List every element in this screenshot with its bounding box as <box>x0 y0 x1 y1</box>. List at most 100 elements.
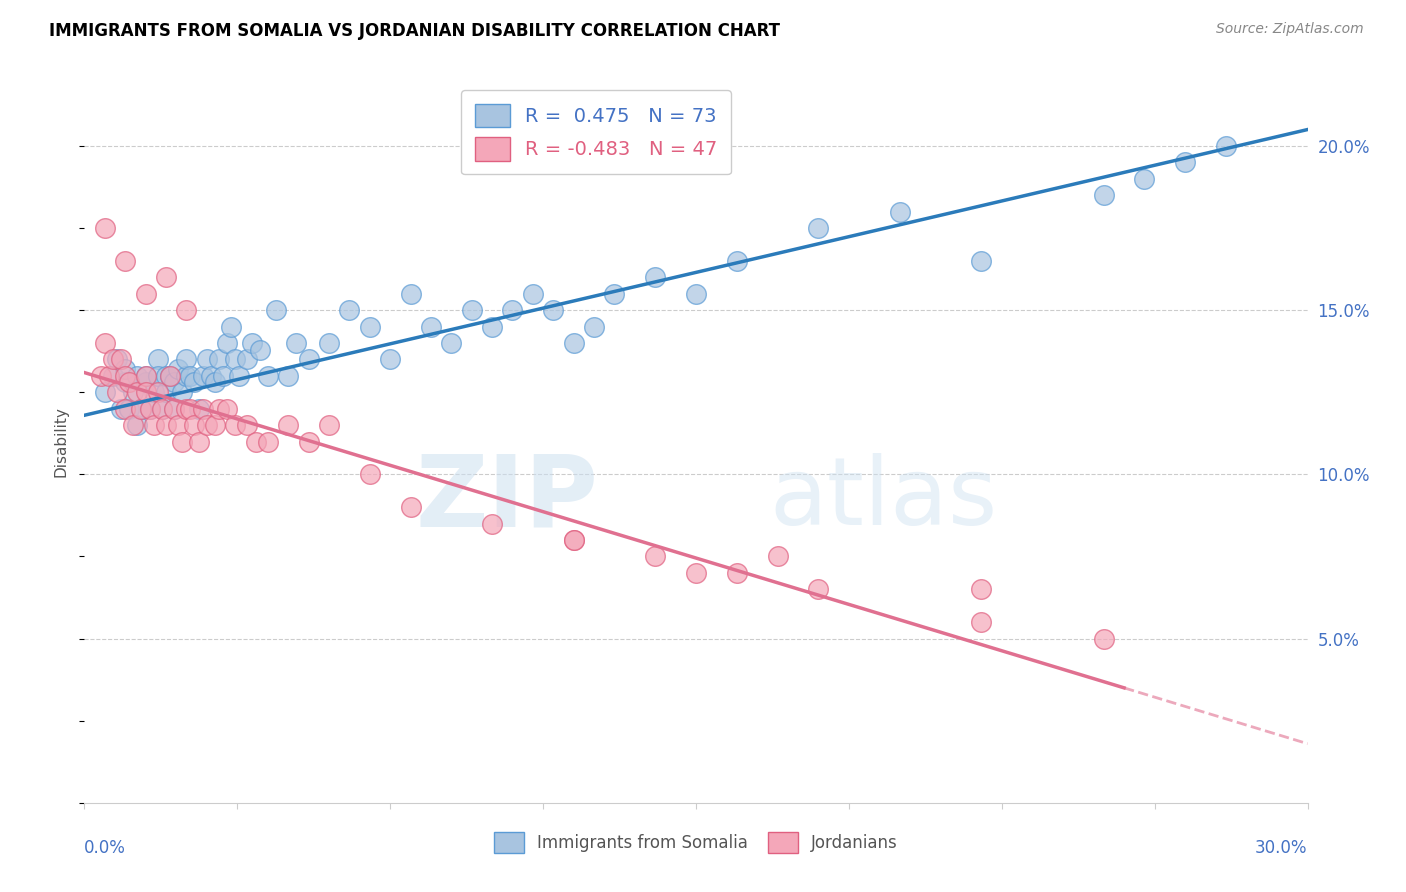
Point <box>101 368 124 383</box>
Point <box>481 319 503 334</box>
Point <box>114 401 136 416</box>
Point <box>219 319 242 334</box>
Point <box>122 418 145 433</box>
Point <box>1174 155 1197 169</box>
Point <box>135 286 157 301</box>
Point <box>114 368 136 383</box>
Point <box>212 368 235 383</box>
Point <box>807 582 830 597</box>
Legend: Immigrants from Somalia, Jordanians: Immigrants from Somalia, Jordanians <box>486 826 905 860</box>
Point <box>644 549 666 564</box>
Point <box>163 376 186 390</box>
Point <box>685 566 707 580</box>
Y-axis label: Disability: Disability <box>53 406 69 477</box>
Point <box>150 401 173 416</box>
Point <box>114 362 136 376</box>
Point <box>167 362 190 376</box>
Point <box>217 401 239 416</box>
Point <box>461 303 484 318</box>
Point <box>155 385 177 400</box>
Point <box>399 286 422 301</box>
Point <box>249 343 271 357</box>
Point <box>135 376 157 390</box>
Point <box>114 253 136 268</box>
Point <box>208 352 231 367</box>
Point <box>725 253 748 268</box>
Point <box>889 204 911 219</box>
Point <box>114 376 136 390</box>
Point <box>187 401 209 416</box>
Point <box>142 385 165 400</box>
Point <box>217 336 239 351</box>
Point <box>359 467 381 482</box>
Point <box>277 418 299 433</box>
Point <box>179 368 201 383</box>
Point <box>146 368 169 383</box>
Point <box>583 319 606 334</box>
Point <box>105 385 128 400</box>
Point <box>174 401 197 416</box>
Point <box>146 352 169 367</box>
Point <box>135 368 157 383</box>
Point <box>359 319 381 334</box>
Point <box>110 401 132 416</box>
Point <box>174 352 197 367</box>
Point <box>228 368 250 383</box>
Point <box>970 615 993 630</box>
Point <box>101 352 124 367</box>
Point <box>236 418 259 433</box>
Point <box>155 368 177 383</box>
Point <box>502 303 524 318</box>
Point <box>481 516 503 531</box>
Point <box>970 253 993 268</box>
Point <box>224 352 246 367</box>
Point <box>105 352 128 367</box>
Point <box>1215 139 1237 153</box>
Point <box>277 368 299 383</box>
Point <box>131 401 153 416</box>
Point <box>118 401 141 416</box>
Point <box>285 336 308 351</box>
Point <box>318 418 340 433</box>
Point <box>562 533 585 547</box>
Point <box>298 352 321 367</box>
Point <box>183 376 205 390</box>
Point <box>97 368 120 383</box>
Point <box>204 418 226 433</box>
Text: ZIP: ZIP <box>415 450 598 548</box>
Point <box>298 434 321 449</box>
Point <box>163 401 186 416</box>
Point <box>399 500 422 515</box>
Text: 0.0%: 0.0% <box>84 838 127 857</box>
Point <box>970 582 993 597</box>
Point <box>191 368 214 383</box>
Point <box>257 368 280 383</box>
Point <box>562 336 585 351</box>
Point <box>90 368 112 383</box>
Text: Source: ZipAtlas.com: Source: ZipAtlas.com <box>1216 22 1364 37</box>
Point <box>167 418 190 433</box>
Text: IMMIGRANTS FROM SOMALIA VS JORDANIAN DISABILITY CORRELATION CHART: IMMIGRANTS FROM SOMALIA VS JORDANIAN DIS… <box>49 22 780 40</box>
Point <box>195 352 218 367</box>
Point <box>603 286 626 301</box>
Point <box>118 376 141 390</box>
Point <box>127 418 149 433</box>
Point <box>155 418 177 433</box>
Point <box>195 418 218 433</box>
Point <box>725 566 748 580</box>
Point <box>135 368 157 383</box>
Point <box>122 385 145 400</box>
Point <box>420 319 443 334</box>
Point <box>127 368 149 383</box>
Point <box>644 270 666 285</box>
Point <box>264 303 287 318</box>
Point <box>93 221 115 235</box>
Point <box>543 303 565 318</box>
Point <box>339 303 361 318</box>
Point <box>135 385 157 400</box>
Point <box>155 270 177 285</box>
Point <box>224 418 246 433</box>
Point <box>1092 188 1115 202</box>
Point <box>174 303 197 318</box>
Point <box>93 385 115 400</box>
